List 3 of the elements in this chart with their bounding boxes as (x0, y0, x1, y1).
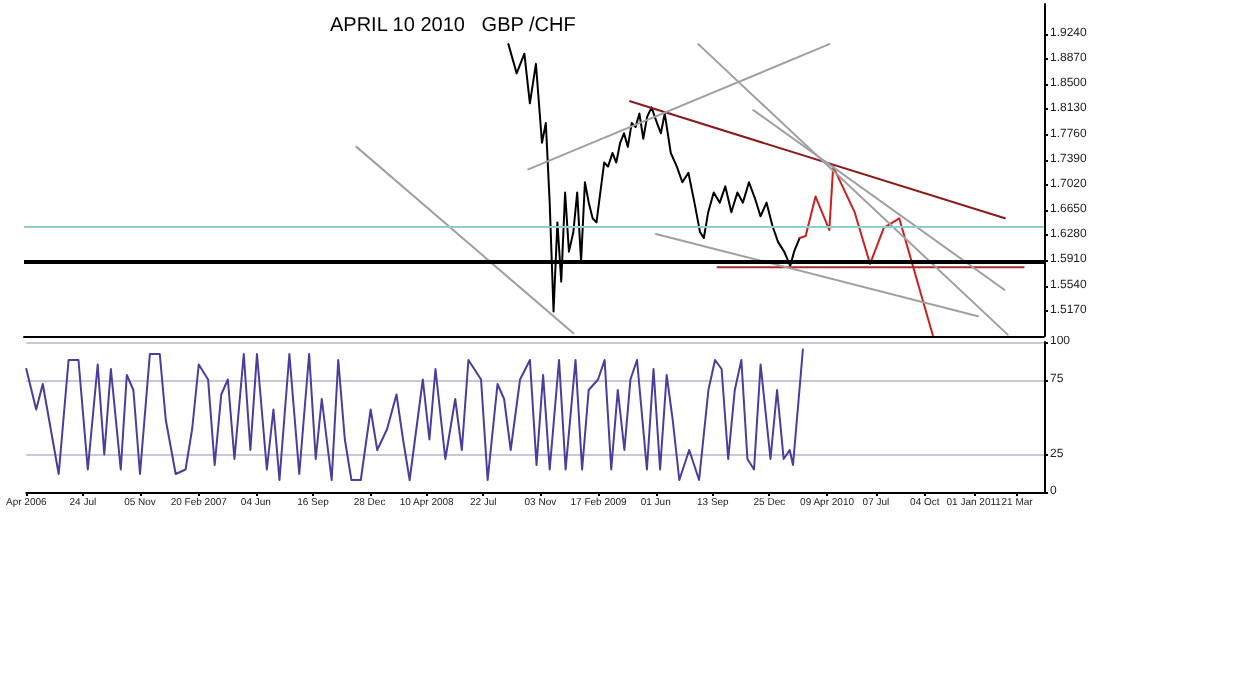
line-series (25, 348, 804, 481)
text: APRIL 10 2010 GBP /CHF (330, 15, 576, 37)
line-series (798, 165, 934, 337)
